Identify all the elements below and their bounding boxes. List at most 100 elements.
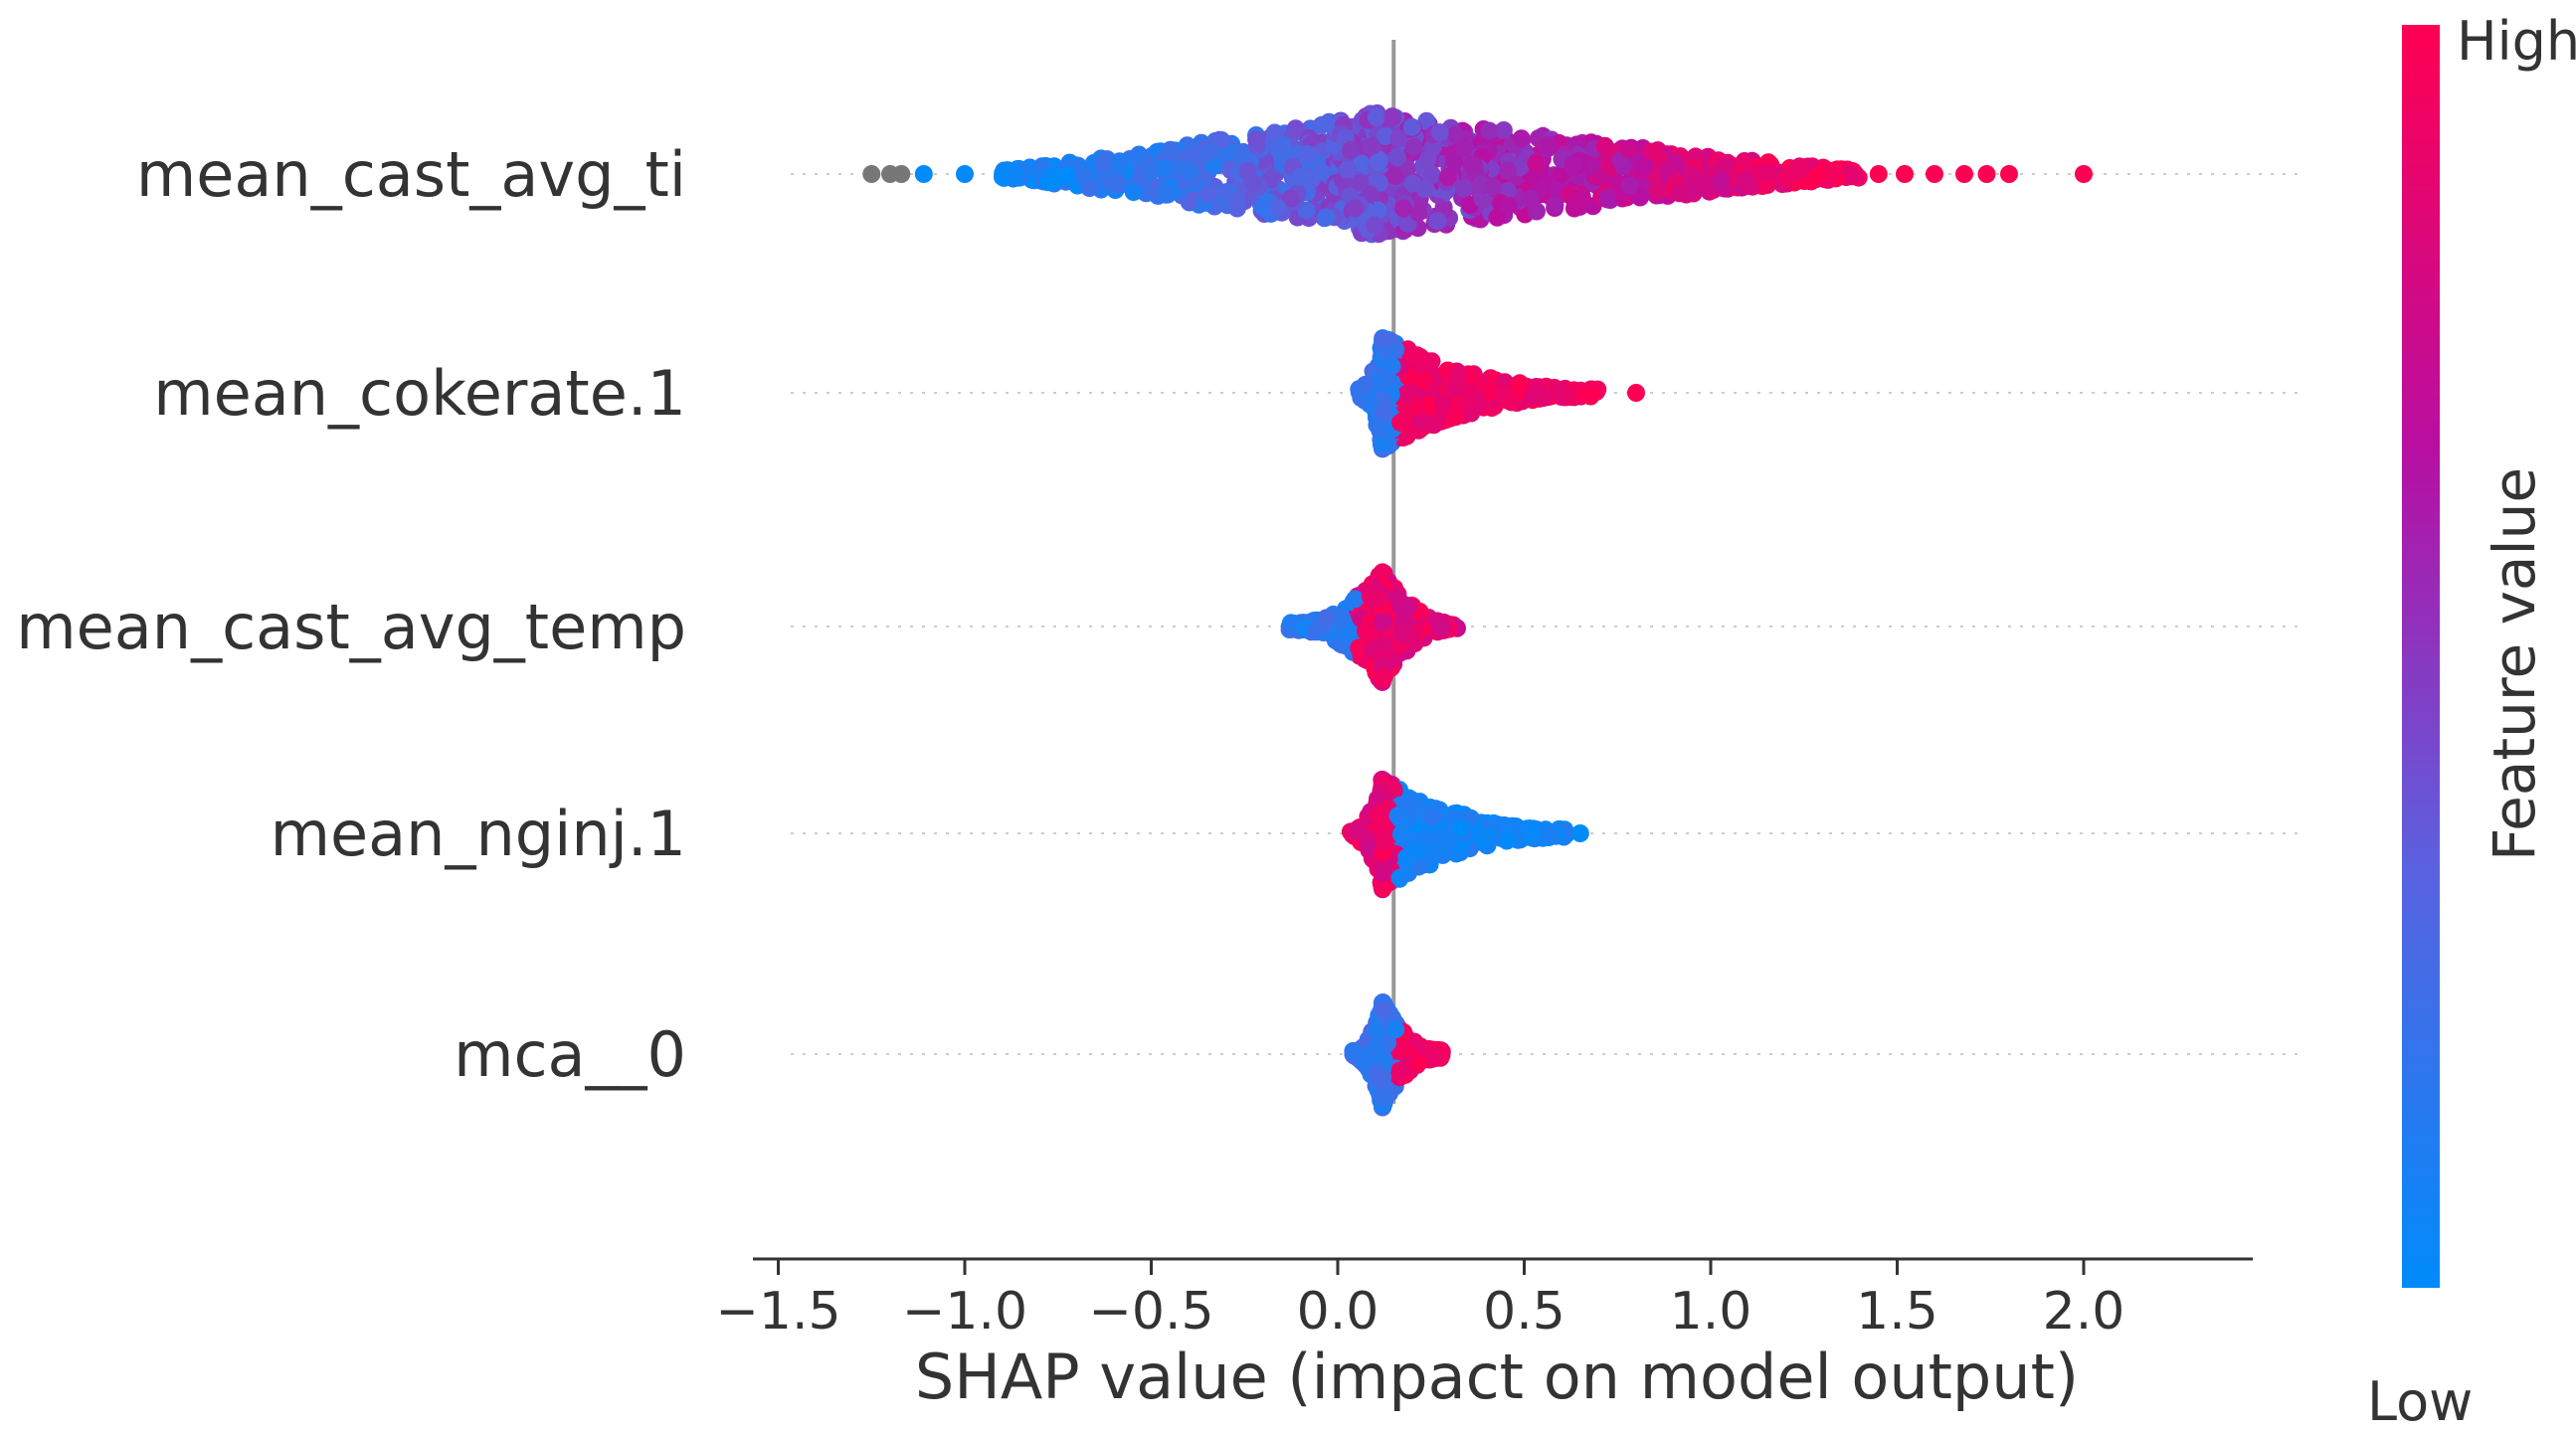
shap-point [1525,824,1543,843]
shap-point [1755,162,1774,181]
shap-point [1438,831,1457,850]
shap-point [1597,188,1616,207]
shap-point [1423,807,1442,826]
shap-point [1366,216,1384,235]
x-tick-label: 0.0 [1297,1282,1380,1342]
shap-point [1344,1041,1363,1060]
shap-point [1595,136,1614,155]
shap-point [1499,196,1518,215]
shap-point [1658,161,1677,180]
shap-point [1281,189,1300,208]
shap-point [1338,160,1357,179]
shap-point [1696,174,1715,193]
shap-point [1498,831,1516,850]
shap-point [1008,165,1026,183]
shap-point [1369,201,1387,220]
shap-point [1434,395,1453,414]
shap-point [1418,150,1437,169]
feature-label: mean_nginj.1 [271,798,686,870]
shap-point [1391,413,1410,432]
shap-point [1414,371,1433,390]
shap-point [1480,121,1499,140]
x-tick-label: −1.0 [902,1282,1027,1342]
shap-point [1462,155,1481,174]
shap-point [1375,667,1393,686]
shap-point [1374,864,1391,883]
shap-point [1565,197,1584,216]
shap-point [1510,375,1529,394]
feature-rows: mean_cast_avg_ti mean_cokerate.1 mean_cast… [16,138,2298,1091]
shap-point [1346,590,1365,609]
shap-point [1389,129,1408,148]
shap-point [1161,140,1180,159]
shap-point [1361,587,1380,606]
shap-point [1548,381,1566,400]
shap-point [1372,435,1390,453]
shap-point [1059,165,1077,184]
shap-point [1393,625,1412,643]
shap-point [1460,382,1478,401]
colorbar-title: Feature value [2481,467,2548,861]
shap-point [1074,165,1093,184]
shap-point [1346,199,1365,218]
shap-point [862,165,881,183]
shap-point [1495,386,1514,404]
shap-point [995,165,1013,183]
shap-point [1581,387,1600,406]
shap-point [1386,167,1405,185]
shap-point [1110,152,1129,171]
shap-point [1370,153,1388,171]
shap-point [1374,402,1392,421]
shap-point [1397,385,1415,404]
shap-point [1350,638,1369,657]
shap-point [1499,161,1517,180]
shap-point [1844,165,1863,184]
shap-point [1430,123,1449,142]
shap-point [1438,168,1457,186]
shap-point [1386,1020,1405,1039]
shap-point [1446,125,1465,144]
shap-point [1512,129,1531,148]
x-axis-title: SHAP value (impact on model output) [915,1341,2079,1413]
shap-point [1445,152,1464,171]
shap-point [1374,563,1391,582]
shap-point [1232,145,1251,164]
shap-point [1670,184,1689,203]
shap-point [1388,806,1407,825]
shap-point [1290,168,1309,187]
shap-point [1494,121,1513,139]
shap-point [1448,366,1467,385]
colorbar: High Low Feature value [2367,10,2576,1433]
shap-point [1955,165,1973,183]
shap-point [1480,825,1499,844]
shap-point [1155,184,1174,203]
shap-point [914,165,933,183]
shap-point [1367,107,1385,126]
shap-point [1038,173,1057,192]
shap-point [1391,824,1410,843]
x-axis-ticks: −1.5 −1.0 −0.5 0.0 0.5 1.0 1.5 2.0 [715,1259,2124,1342]
feature-label: mean_cokerate.1 [153,357,686,430]
shap-point [1368,1036,1386,1055]
shap-point [1374,1000,1392,1019]
shap-point [1404,137,1423,156]
shap-point [1253,198,1272,217]
feature-label: mca__0 [454,1018,686,1091]
shap-point [1387,147,1406,166]
shap-point [1534,389,1553,407]
shap-point [1619,140,1638,159]
colorbar-low-label: Low [2367,1370,2473,1433]
feature-label: mean_cast_avg_temp [16,591,686,663]
shap-point [1681,165,1700,184]
shap-point [1286,119,1305,138]
shap-point [1423,166,1442,185]
x-tick-label: 1.0 [1670,1282,1752,1342]
shap-point [1124,183,1143,202]
shap-point [1737,171,1755,190]
shap-point [1539,135,1558,154]
shap-point [1484,177,1503,196]
shap-point [1712,171,1731,190]
shap-point [1403,174,1422,193]
shap-point [1635,157,1654,176]
shap-point [1495,373,1514,392]
